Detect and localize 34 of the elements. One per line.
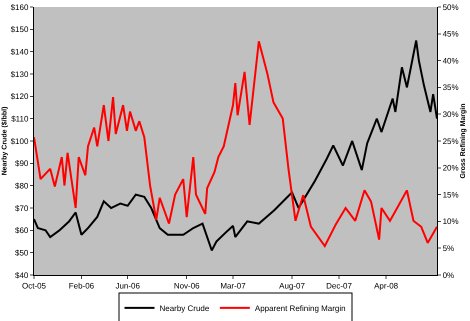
y2-tick-label: 50%: [442, 2, 459, 12]
y-tick-label: $140: [10, 47, 29, 56]
legend-label: Apparent Refining Margin: [254, 304, 346, 314]
x-tick-label: Mar-07: [220, 282, 246, 291]
legend-label: Nearby Crude: [160, 304, 210, 314]
y-tick-label: $50: [15, 248, 29, 258]
x-tick-label: Jun-06: [115, 282, 140, 291]
x-tick-label: Feb-06: [68, 282, 95, 291]
y2-tick-label: 0%: [442, 270, 454, 280]
y-tick-label: $130: [10, 70, 29, 79]
x-tick-label: Apr-08: [374, 282, 399, 291]
x-tick-label: Aug-07: [279, 282, 306, 291]
y2-tick-label: 10%: [442, 217, 459, 226]
y-tick-label: $160: [10, 2, 29, 12]
y2-tick-label: 20%: [442, 164, 459, 173]
y-tick-label: $40: [15, 270, 29, 280]
y-tick-label: $150: [10, 25, 29, 34]
x-tick-label: Dec-07: [326, 282, 352, 291]
y-tick-label: $60: [15, 226, 29, 236]
y-tick-label: $120: [10, 92, 29, 102]
y2-tick-label: 15%: [442, 190, 459, 200]
y-tick-label: $70: [15, 204, 29, 213]
y2-tick-label: 35%: [442, 83, 459, 92]
x-tick-label: Nov-06: [174, 282, 200, 291]
x-tick-label: Oct-05: [22, 282, 47, 291]
y-tick-label: $80: [15, 181, 29, 190]
y2-tick-label: 30%: [442, 110, 459, 119]
y-tick-label: $100: [10, 136, 29, 146]
y-tick-label: $90: [15, 159, 29, 168]
y2-tick-label: 25%: [442, 136, 459, 146]
y2-tick-label: 5%: [442, 244, 454, 253]
y2-tick-label: 45%: [442, 30, 459, 39]
y2-tick-label: 40%: [442, 56, 459, 66]
y-tick-label: $110: [11, 114, 29, 124]
